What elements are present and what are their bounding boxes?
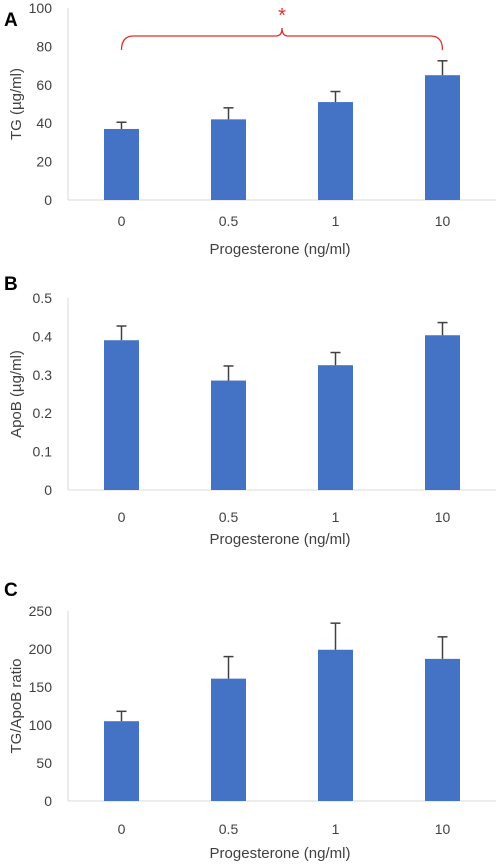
x-tick-label: 1 — [332, 509, 340, 525]
y-tick-label: 100 — [29, 717, 53, 733]
bar — [425, 658, 460, 801]
y-tick-label: 40 — [36, 115, 52, 131]
y-tick-label: 50 — [36, 755, 52, 771]
bar — [104, 128, 139, 200]
y-axis-title-a: TG (µg/ml) — [8, 68, 25, 140]
y-tick-label: 20 — [36, 154, 52, 170]
x-tick-label: 10 — [435, 821, 451, 837]
panel-label-b: B — [4, 274, 18, 295]
x-tick-label: 0 — [118, 213, 126, 229]
x-axis-title-b: Progesterone (ng/ml) — [210, 531, 351, 548]
y-tick-label: 60 — [36, 77, 52, 93]
x-axis-title-a: Progesterone (ng/ml) — [210, 241, 351, 258]
bar — [211, 678, 246, 801]
x-tick-label: 1 — [332, 213, 340, 229]
bar — [104, 721, 139, 801]
x-tick-label: 0.5 — [219, 509, 239, 525]
bar — [211, 119, 246, 200]
x-axis-title-c: Progesterone (ng/ml) — [210, 845, 351, 862]
x-tick-label: 10 — [435, 509, 451, 525]
significance-bracket — [120, 27, 444, 51]
x-tick-label: 10 — [435, 213, 451, 229]
y-tick-label: 200 — [29, 641, 53, 657]
y-axis-title-c: TG/ApoB ratio — [8, 658, 25, 753]
bar — [425, 75, 460, 200]
panel-label-c: C — [4, 580, 18, 601]
y-tick-label: 0.4 — [33, 328, 53, 344]
y-tick-label: 0.1 — [33, 444, 53, 460]
chart-b-apob: 0 0.1 0.2 0.3 0.4 0.5 0 0.5 1 10 — [33, 290, 496, 525]
bar — [104, 340, 139, 490]
y-tick-label: 150 — [29, 679, 53, 695]
panel-a: A 0 20 40 60 80 100 0 0.5 1 10 * TG (µg/ml) Proges… — [4, 0, 496, 258]
panel-label-a: A — [4, 10, 18, 31]
chart-c-ratio: 0 50 100 150 200 250 0 0.5 1 10 — [29, 603, 496, 837]
y-tick-label: 100 — [29, 0, 53, 16]
x-tick-label: 0 — [118, 821, 126, 837]
y-tick-label: 0 — [44, 192, 52, 208]
y-tick-label: 0.2 — [33, 405, 53, 421]
chart-a-tg: 0 20 40 60 80 100 0 0.5 1 10 * — [29, 0, 496, 229]
y-tick-label: 250 — [29, 603, 53, 619]
x-tick-label: 1 — [332, 821, 340, 837]
y-tick-label: 0.3 — [33, 367, 53, 383]
bar — [425, 335, 460, 490]
y-tick-label: 0 — [44, 482, 52, 498]
x-tick-label: 0.5 — [219, 213, 239, 229]
bar — [318, 365, 353, 490]
panel-c: C 0 50 100 150 200 250 0 0.5 1 10 TG/ApoB ratio P… — [4, 580, 496, 862]
x-tick-label: 0 — [118, 509, 126, 525]
x-tick-label: 0.5 — [219, 821, 239, 837]
bar — [211, 380, 246, 490]
y-tick-label: 0 — [44, 793, 52, 809]
panel-b: B 0 0.1 0.2 0.3 0.4 0.5 0 0.5 1 10 ApoB (µg/ml) P… — [4, 274, 496, 548]
bar — [318, 102, 353, 200]
y-tick-label: 80 — [36, 38, 52, 54]
bar — [318, 649, 353, 801]
y-axis-title-b: ApoB (µg/ml) — [8, 350, 25, 438]
significance-marker: * — [278, 5, 286, 27]
y-tick-label: 0.5 — [33, 290, 53, 306]
